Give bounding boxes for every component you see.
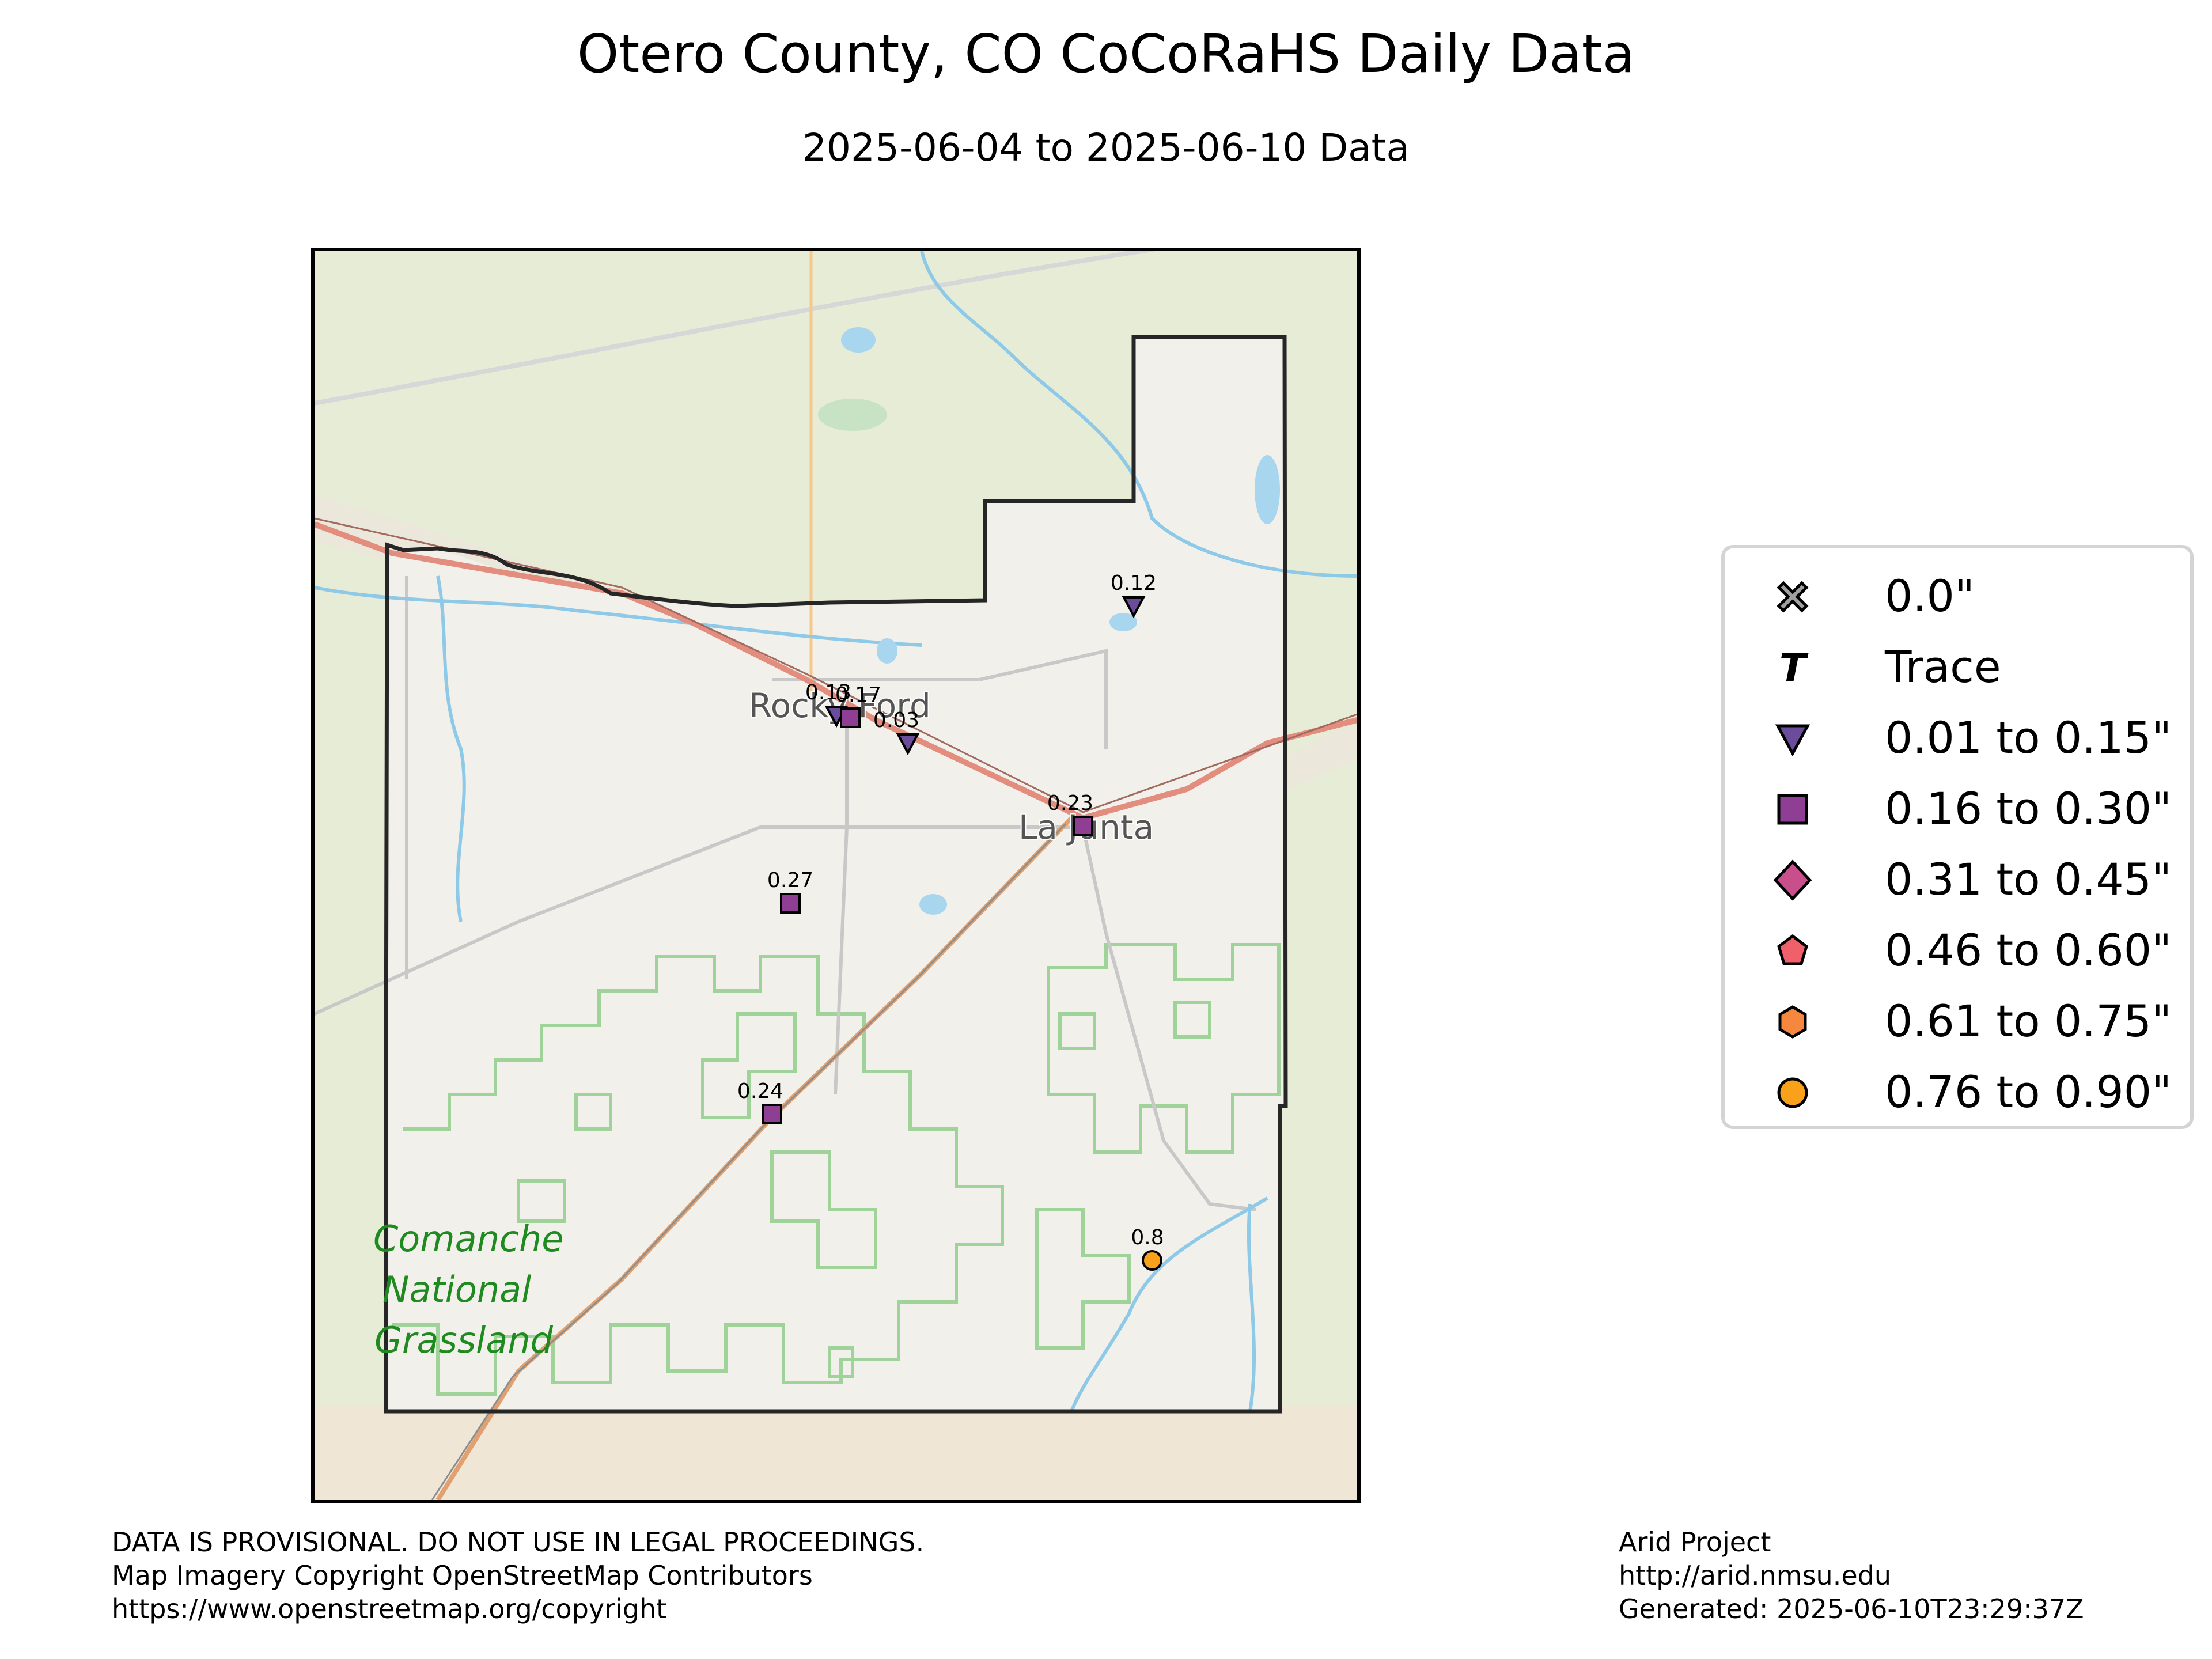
station-7[interactable]: 0.8	[1131, 1226, 1164, 1271]
square-icon	[840, 707, 861, 728]
station-0[interactable]: 0.12	[1111, 571, 1157, 619]
station-value-label: 0.23	[1047, 791, 1093, 815]
diamond-icon	[1773, 859, 1812, 901]
map-subtitle: 2025-06-04 to 2025-06-10 Data	[802, 126, 1410, 170]
disclaimer-text: DATA IS PROVISIONAL. DO NOT USE IN LEGAL…	[112, 1527, 925, 1558]
legend-label: 0.46 to 0.60"	[1885, 925, 2172, 976]
station-value-label: 0.27	[767, 869, 813, 892]
square-icon	[1073, 816, 1093, 836]
station-value-label: 0.12	[1111, 571, 1157, 595]
us-50	[315, 521, 1357, 821]
legend-item-0.61-0.75: 0.61 to 0.75"	[1725, 987, 2190, 1051]
legend-item-trace: T Trace	[1725, 633, 2190, 696]
rivers	[315, 251, 1357, 1412]
square-icon	[780, 893, 801, 914]
legend-item-0.16-0.30: 0.16 to 0.30"	[1725, 775, 2190, 838]
pentagon-icon	[1777, 934, 1808, 965]
legend-item-0.46-0.60: 0.46 to 0.60"	[1725, 916, 2190, 980]
triangle-down-icon	[1775, 724, 1810, 757]
legend-item-0.76-0.90: 0.76 to 0.90"	[1725, 1058, 2190, 1122]
legend-item-0.01-0.15: 0.01 to 0.15"	[1725, 704, 2190, 767]
station-4[interactable]: 0.23	[1047, 791, 1093, 836]
railroad	[315, 517, 1357, 813]
footer-credits: Arid Project http://arid.nmsu.edu Genera…	[1619, 1525, 2084, 1626]
lake	[877, 638, 897, 664]
southern-area	[315, 1406, 1357, 1500]
station-value-label: 0.13	[805, 681, 851, 704]
circle-icon	[1777, 1077, 1808, 1108]
legend-label: 0.61 to 0.75"	[1885, 995, 2172, 1047]
county-area	[386, 337, 1286, 1411]
square-icon	[762, 1104, 782, 1124]
station-1[interactable]: 0.13	[805, 681, 851, 728]
legend-label: Trace	[1885, 641, 2001, 692]
station-value-label: 0.03	[873, 709, 919, 732]
map-frame	[311, 248, 1361, 1503]
generated-timestamp: Generated: 2025-06-10T23:29:37Z	[1619, 1593, 2084, 1624]
hexagon-icon	[1778, 1005, 1807, 1039]
station-6[interactable]: 0.24	[737, 1080, 783, 1124]
legend-item-zero: 0.0"	[1725, 562, 2190, 626]
lake	[919, 894, 947, 915]
grassland-label-line3: Grassland	[374, 1319, 554, 1361]
triangle-down-icon	[896, 733, 920, 756]
svg-text:T: T	[1779, 646, 1809, 691]
station-value-label: 0.8	[1131, 1226, 1164, 1249]
us-highway	[315, 251, 1156, 406]
legend-label: 0.31 to 0.45"	[1885, 854, 2172, 905]
grassland-label-line2: National	[382, 1268, 531, 1310]
lake	[841, 327, 876, 353]
legend-label: 0.01 to 0.15"	[1885, 712, 2172, 763]
grassland-label-line1: Comanche	[373, 1218, 563, 1260]
station-value-label: 0.17	[835, 683, 881, 707]
diagonal-railroad	[431, 823, 1067, 1500]
project-name: Arid Project	[1619, 1527, 1771, 1558]
lake	[1255, 455, 1280, 524]
circle-icon	[1142, 1250, 1162, 1271]
lake	[1109, 613, 1137, 631]
t-icon: T	[1779, 646, 1809, 691]
station-layer: 0.12 0.130.170.03 0.23 0.27 0.24 0.8	[737, 571, 1164, 1271]
legend-label: 0.76 to 0.90"	[1885, 1066, 2172, 1118]
copyright-text: Map Imagery Copyright OpenStreetMap Cont…	[112, 1560, 813, 1591]
triangle-down-icon	[1122, 596, 1146, 619]
station-2[interactable]: 0.17	[835, 683, 881, 728]
legend-label: 0.0"	[1885, 570, 1975, 622]
project-link[interactable]: http://arid.nmsu.edu	[1619, 1560, 1891, 1591]
legend: 0.0" T Trace 0.01 to 0.15" 0.16 to 0.30"…	[1721, 545, 2194, 1129]
map-title: Otero County, CO CoCoRaHS Daily Data	[577, 23, 1635, 85]
x-icon	[1777, 581, 1809, 613]
grassland-boundaries	[392, 943, 1281, 1396]
legend-item-0.31-0.45: 0.31 to 0.45"	[1725, 846, 2190, 909]
station-3[interactable]: 0.03	[873, 709, 920, 756]
station-5[interactable]: 0.27	[767, 869, 813, 914]
copyright-link[interactable]: https://www.openstreetmap.org/copyright	[112, 1593, 667, 1624]
county-boundary	[384, 335, 1288, 1414]
station-value-label: 0.24	[737, 1080, 783, 1103]
lake	[818, 399, 887, 431]
footer-disclaimer: DATA IS PROVISIONAL. DO NOT USE IN LEGAL…	[112, 1525, 924, 1626]
square-icon	[1777, 794, 1808, 825]
legend-label: 0.16 to 0.30"	[1885, 783, 2172, 834]
